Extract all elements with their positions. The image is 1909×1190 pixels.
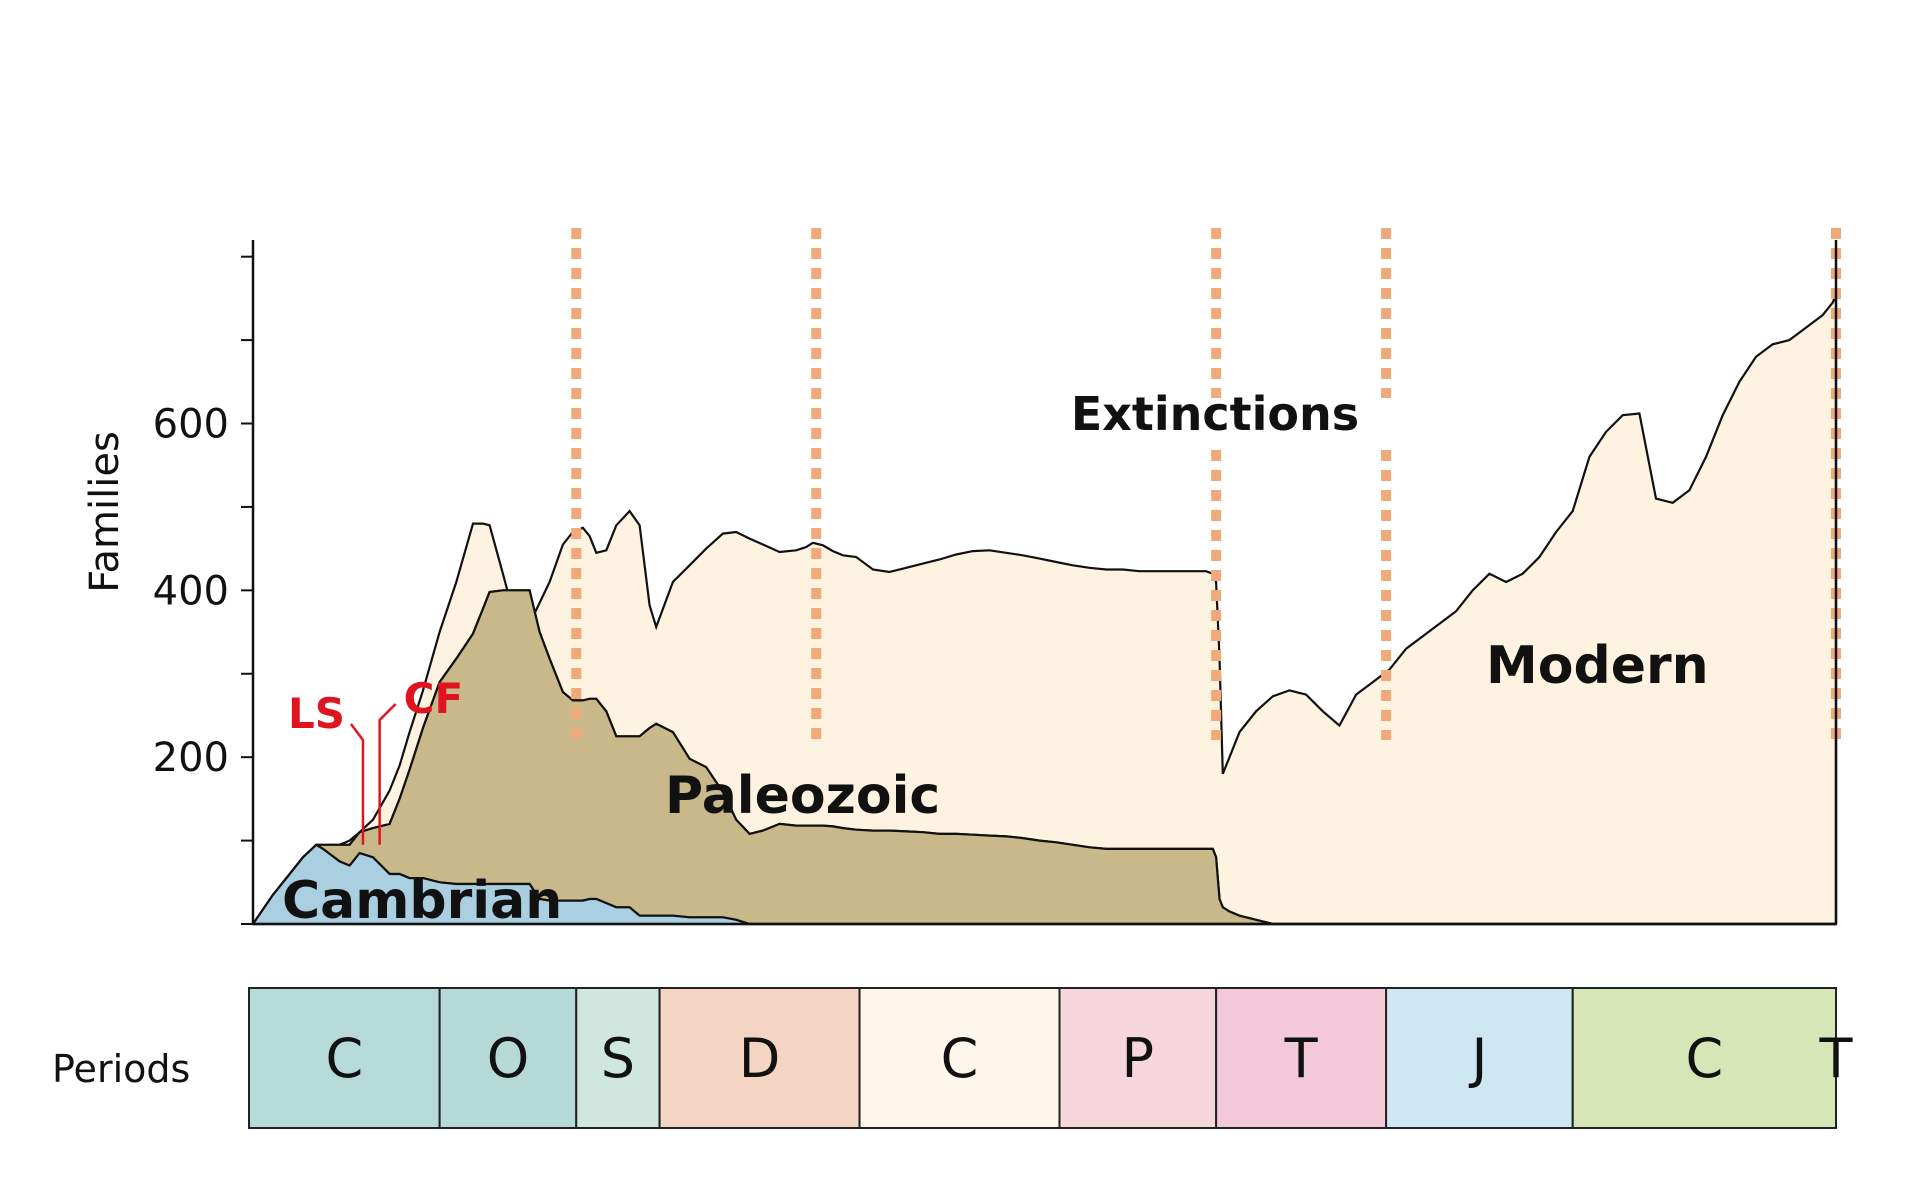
- period-label-4: D: [739, 1027, 781, 1090]
- period-cell-7: [1215, 987, 1388, 1129]
- period-cell-5: [858, 987, 1061, 1129]
- y-tick-label-200: 200: [153, 735, 229, 781]
- y-tick-label-600: 600: [153, 402, 229, 448]
- axes: 200 400 600: [153, 240, 1838, 926]
- period-label-7: T: [1284, 1027, 1319, 1090]
- marker-label-cf: CF: [404, 674, 464, 723]
- period-label-3: S: [601, 1027, 635, 1090]
- period-cell-8: [1385, 987, 1574, 1129]
- periods-label: Periods: [52, 1047, 190, 1091]
- period-label-2: O: [487, 1027, 530, 1090]
- period-label-1: C: [325, 1027, 363, 1090]
- period-label-6: P: [1122, 1027, 1155, 1090]
- chart-labels: Families Extinctions Cambrian Paleozoic …: [52, 387, 1709, 1091]
- period-cell-2: [438, 987, 578, 1129]
- period-label-10: T: [1819, 1027, 1854, 1090]
- extinctions-label: Extinctions: [1071, 387, 1359, 441]
- series-label-cambrian: Cambrian: [282, 871, 562, 931]
- series-label-paleozoic: Paleozoic: [665, 766, 940, 826]
- marker-line-ls: [349, 723, 365, 845]
- event-markers: LS CF: [288, 674, 463, 845]
- series-label-modern: Modern: [1486, 636, 1709, 696]
- period-cell-6: [1058, 987, 1218, 1129]
- period-label-9: C: [1686, 1027, 1724, 1090]
- marker-line-cf: [378, 703, 397, 845]
- period-cell-9: [1571, 987, 1837, 1129]
- y-axis-label: Families: [82, 431, 128, 593]
- period-label-8: J: [1468, 1027, 1487, 1090]
- fauna-areas: [250, 293, 1838, 926]
- period-label-5: C: [941, 1027, 979, 1090]
- period-cell-4: [658, 987, 861, 1129]
- marker-label-ls: LS: [288, 689, 345, 738]
- y-tick-label-400: 400: [153, 568, 229, 614]
